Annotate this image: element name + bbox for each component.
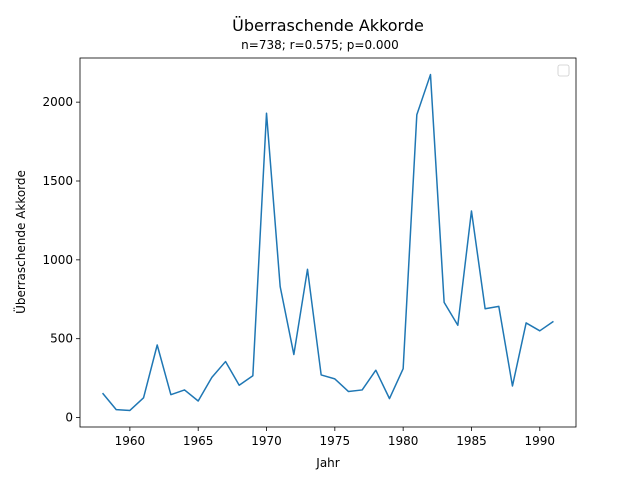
series-line-0 — [101, 73, 554, 412]
x-tick-label: 1975 — [320, 434, 351, 448]
y-tick-label: 1000 — [42, 253, 73, 267]
x-tick-label: 1970 — [251, 434, 282, 448]
y-axis-label: Überraschende Akkorde — [12, 170, 28, 314]
plot-area — [80, 58, 576, 427]
x-tick-label: 1980 — [388, 434, 419, 448]
chart-subtitle: n=738; r=0.575; p=0.000 — [241, 38, 399, 52]
x-axis-label: Jahr — [315, 456, 339, 470]
x-tick-label: 1985 — [456, 434, 487, 448]
y-tick-label: 1500 — [42, 174, 73, 188]
y-tick-label: 500 — [50, 332, 73, 346]
y-ticks: 0 500 1000 1500 2000 — [42, 95, 80, 425]
plot-frame — [79, 57, 577, 428]
x-tick-label: 1990 — [525, 434, 556, 448]
y-tick-label: 2000 — [42, 95, 73, 109]
chart-title: Überraschende Akkorde — [232, 16, 424, 35]
x-tick-label: 1960 — [115, 434, 146, 448]
series-lines — [101, 73, 554, 412]
x-tick-label: 1965 — [183, 434, 214, 448]
x-ticks: 1960 1965 1970 1975 1980 1985 1990 — [115, 427, 555, 448]
legend-box — [557, 64, 570, 77]
y-tick-label: 0 — [65, 411, 73, 425]
